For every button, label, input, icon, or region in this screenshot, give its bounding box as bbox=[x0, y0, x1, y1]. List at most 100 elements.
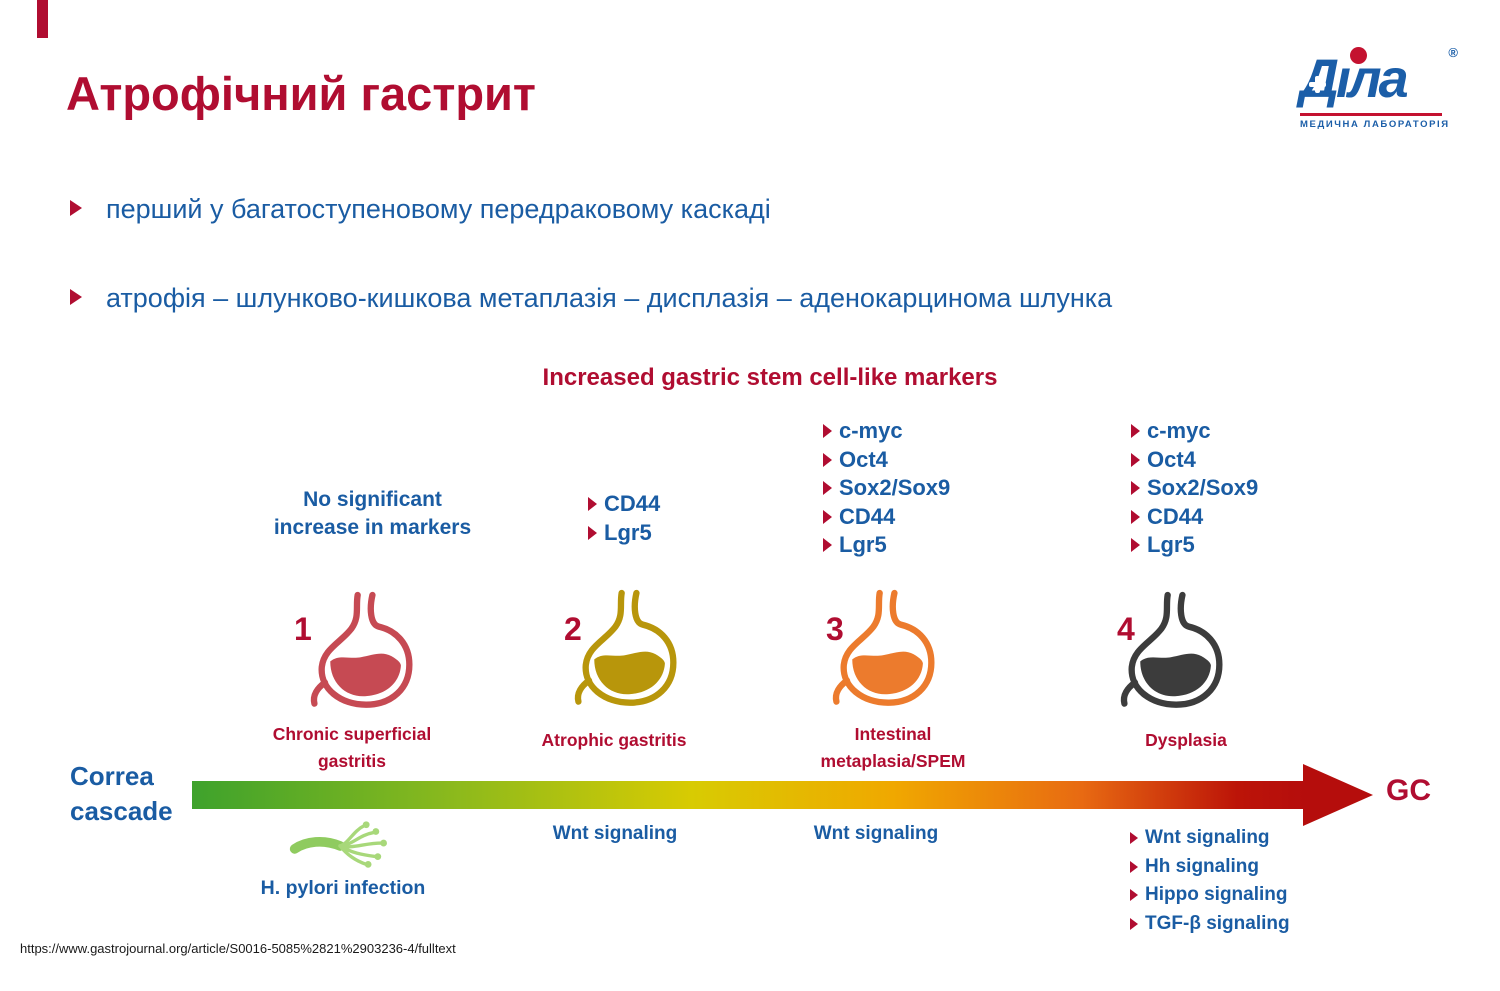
signaling-item: TGF-β signaling bbox=[1130, 910, 1290, 939]
stage-label-line: Atrophic gastritis bbox=[541, 730, 687, 750]
signaling-label: Hippo signaling bbox=[1145, 884, 1288, 905]
marker-item: Lgr5 bbox=[588, 519, 660, 548]
triangle-bullet-icon bbox=[70, 289, 82, 305]
stage-label-line: Dysplasia bbox=[1145, 730, 1227, 750]
stage4-marker-list: c-myc Oct4 Sox2/Sox9 CD44 Lgr5 bbox=[1131, 417, 1258, 560]
dila-logo-wordmark: Дıла ® bbox=[1300, 46, 1460, 109]
h-pylori-infection-label: H. pylori infection bbox=[260, 877, 426, 899]
cascade-gradient-arrow-bar bbox=[192, 781, 1304, 809]
stage-label-line: Intestinal bbox=[854, 724, 932, 744]
h-pylori-bacteria-icon bbox=[283, 816, 403, 874]
marker-label: Sox2/Sox9 bbox=[839, 475, 951, 500]
triangle-bullet-icon bbox=[1130, 860, 1138, 873]
marker-item: CD44 bbox=[823, 503, 950, 532]
marker-label: c-myc bbox=[1147, 418, 1211, 443]
stage2-label: Atrophic gastritis bbox=[514, 727, 714, 754]
stomach-icon-stage4 bbox=[1116, 589, 1232, 717]
stage2-marker-list: CD44 Lgr5 bbox=[588, 490, 660, 547]
stage1-number: 1 bbox=[294, 611, 312, 647]
signaling-item: Hippo signaling bbox=[1130, 881, 1290, 910]
signaling-label: TGF-β signaling bbox=[1145, 912, 1290, 934]
stage3-number: 3 bbox=[826, 611, 844, 647]
marker-item: Lgr5 bbox=[1131, 531, 1258, 560]
stage3-label: Intestinal metaplasia/SPEM bbox=[793, 721, 993, 775]
triangle-bullet-icon bbox=[1131, 424, 1140, 439]
stage4-signaling-list: Wnt signaling Hh signaling Hippo signali… bbox=[1130, 824, 1290, 938]
triangle-bullet-icon bbox=[1131, 452, 1140, 467]
triangle-bullet-icon bbox=[70, 200, 82, 216]
dila-logo: Дıла ® МЕДИЧНА ЛАБОРАТОРІЯ bbox=[1300, 46, 1460, 130]
triangle-bullet-icon bbox=[1131, 481, 1140, 496]
bullet-text: перший у багатоступеновому передраковому… bbox=[106, 194, 771, 224]
signaling-item: Wnt signaling bbox=[1130, 824, 1290, 853]
marker-label: c-myc bbox=[839, 418, 903, 443]
marker-item: CD44 bbox=[1131, 503, 1258, 532]
bullet-text: атрофія – шлунково-кишкова метаплазія – … bbox=[106, 283, 1113, 313]
marker-item: Oct4 bbox=[1131, 446, 1258, 475]
marker-item: c-myc bbox=[823, 417, 950, 446]
cascade-label-line: Correa bbox=[70, 761, 154, 791]
stage-label-line: Chronic superficial bbox=[272, 724, 432, 744]
marker-item: Oct4 bbox=[823, 446, 950, 475]
stage4-label: Dysplasia bbox=[1086, 727, 1286, 754]
note-line: No significant bbox=[303, 488, 442, 511]
marker-item: c-myc bbox=[1131, 417, 1258, 446]
diagram-header: Increased gastric stem cell-like markers bbox=[542, 364, 998, 391]
stage-label-line: gastritis bbox=[317, 751, 387, 771]
gc-label: GC bbox=[1386, 774, 1431, 807]
stomach-icon-stage3 bbox=[828, 587, 944, 715]
cascade-arrow-head-icon bbox=[1303, 764, 1373, 826]
marker-label: Lgr5 bbox=[604, 519, 652, 545]
stage4-number: 4 bbox=[1117, 611, 1135, 647]
triangle-bullet-icon bbox=[823, 481, 832, 496]
triangle-bullet-icon bbox=[823, 452, 832, 467]
triangle-bullet-icon bbox=[823, 538, 832, 553]
triangle-bullet-icon bbox=[1130, 832, 1138, 845]
bullet-item-1: перший у багатоступеновому передраковому… bbox=[70, 194, 771, 225]
stomach-icon-stage1 bbox=[306, 589, 422, 717]
triangle-bullet-icon bbox=[588, 525, 597, 540]
stage2-signaling-label: Wnt signaling bbox=[552, 823, 678, 844]
triangle-bullet-icon bbox=[823, 424, 832, 439]
marker-item: Sox2/Sox9 bbox=[823, 474, 950, 503]
logo-letter-i: ı bbox=[1336, 49, 1351, 109]
corner-accent-bar bbox=[37, 0, 48, 38]
marker-item: Lgr5 bbox=[823, 531, 950, 560]
logo-red-rule bbox=[1300, 113, 1442, 116]
marker-label: CD44 bbox=[839, 503, 896, 529]
note-line: increase in markers bbox=[273, 516, 472, 539]
logo-medical-cross-icon bbox=[1309, 76, 1326, 93]
triangle-bullet-icon bbox=[823, 509, 832, 524]
marker-label: Lgr5 bbox=[839, 532, 887, 557]
marker-label: CD44 bbox=[604, 491, 661, 516]
marker-item: Sox2/Sox9 bbox=[1131, 474, 1258, 503]
correa-cascade-label: Correa cascade bbox=[70, 759, 173, 829]
triangle-bullet-icon bbox=[1131, 538, 1140, 553]
stomach-icon-stage2 bbox=[570, 587, 686, 715]
logo-red-dot-icon bbox=[1350, 47, 1367, 64]
stage3-signaling-label: Wnt signaling bbox=[813, 823, 939, 844]
triangle-bullet-icon bbox=[1131, 509, 1140, 524]
triangle-bullet-icon bbox=[1130, 889, 1138, 902]
signaling-label: Hh signaling bbox=[1145, 855, 1259, 877]
signaling-item: Hh signaling bbox=[1130, 853, 1290, 882]
marker-item: CD44 bbox=[588, 490, 660, 519]
registered-mark: ® bbox=[1448, 45, 1458, 60]
page-title: Атрофічний гастрит bbox=[66, 67, 536, 120]
marker-label: Oct4 bbox=[1147, 446, 1196, 472]
marker-label: Lgr5 bbox=[1147, 532, 1195, 557]
signaling-label: Wnt signaling bbox=[1145, 827, 1270, 848]
stage-label-line: metaplasia/SPEM bbox=[820, 751, 966, 771]
triangle-bullet-icon bbox=[1130, 917, 1138, 930]
stage3-marker-list: c-myc Oct4 Sox2/Sox9 CD44 Lgr5 bbox=[823, 417, 950, 560]
triangle-bullet-icon bbox=[588, 497, 597, 512]
source-url: https://www.gastrojournal.org/article/S0… bbox=[20, 941, 456, 956]
bullet-item-2: атрофія – шлунково-кишкова метаплазія – … bbox=[70, 283, 1112, 314]
marker-label: CD44 bbox=[1147, 503, 1204, 529]
marker-label: Sox2/Sox9 bbox=[1147, 475, 1259, 500]
stage1-markers-note: No significant increase in markers bbox=[255, 486, 490, 542]
marker-label: Oct4 bbox=[839, 446, 888, 472]
cascade-label-line: cascade bbox=[70, 796, 173, 826]
stage2-number: 2 bbox=[564, 611, 582, 647]
